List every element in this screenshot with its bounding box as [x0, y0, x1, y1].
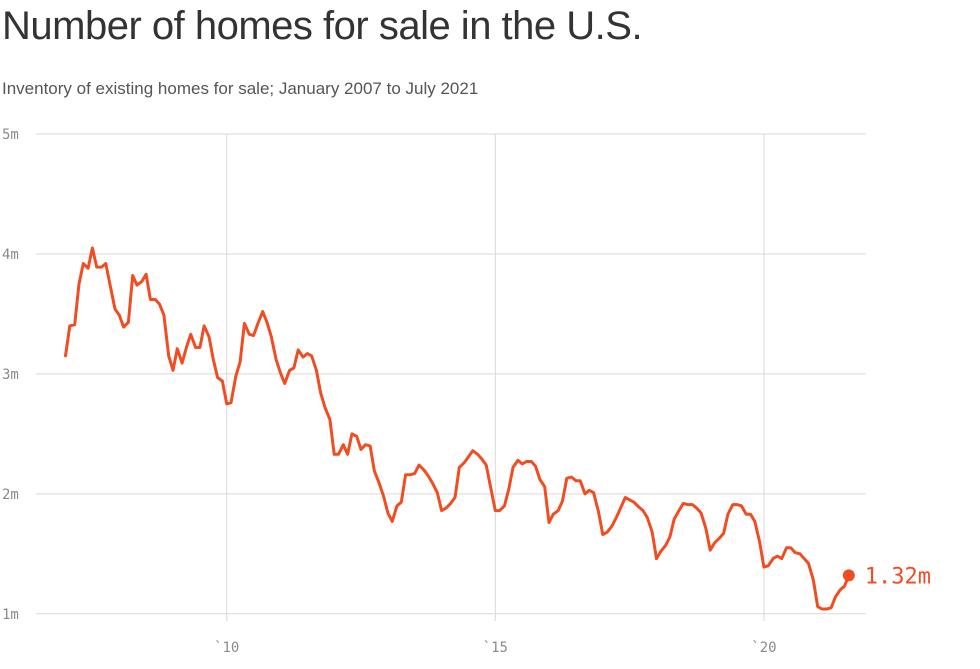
end-value-label: 1.32m [865, 564, 931, 589]
x-tick-label: `15 [483, 640, 508, 656]
chart-subtitle: Inventory of existing homes for sale; Ja… [2, 79, 479, 98]
y-tick-label: 5m [2, 127, 19, 143]
y-tick-label: 1m [2, 607, 19, 623]
x-tick-label: `20 [751, 640, 776, 656]
y-tick-label: 2m [2, 487, 19, 503]
chart-title: Number of homes for sale in the U.S. [2, 4, 643, 48]
series-line [64, 246, 851, 611]
y-tick-label: 4m [2, 247, 19, 263]
end-point-marker [842, 569, 855, 582]
gridlines [36, 133, 866, 621]
x-axis-ticks: `10 `15 `20 [214, 640, 777, 656]
y-axis-ticks: 1m 2m 3m 4m 5m [2, 127, 19, 623]
x-tick-label: `10 [214, 640, 239, 656]
y-tick-label: 3m [2, 367, 19, 383]
